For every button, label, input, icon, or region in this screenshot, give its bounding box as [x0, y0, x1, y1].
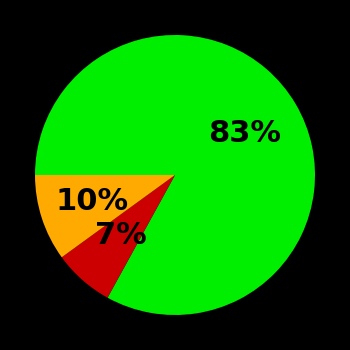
Text: 83%: 83%	[208, 119, 281, 148]
Wedge shape	[35, 175, 175, 257]
Wedge shape	[62, 175, 175, 298]
Text: 7%: 7%	[96, 222, 147, 250]
Text: 10%: 10%	[56, 187, 129, 216]
Wedge shape	[35, 35, 315, 315]
